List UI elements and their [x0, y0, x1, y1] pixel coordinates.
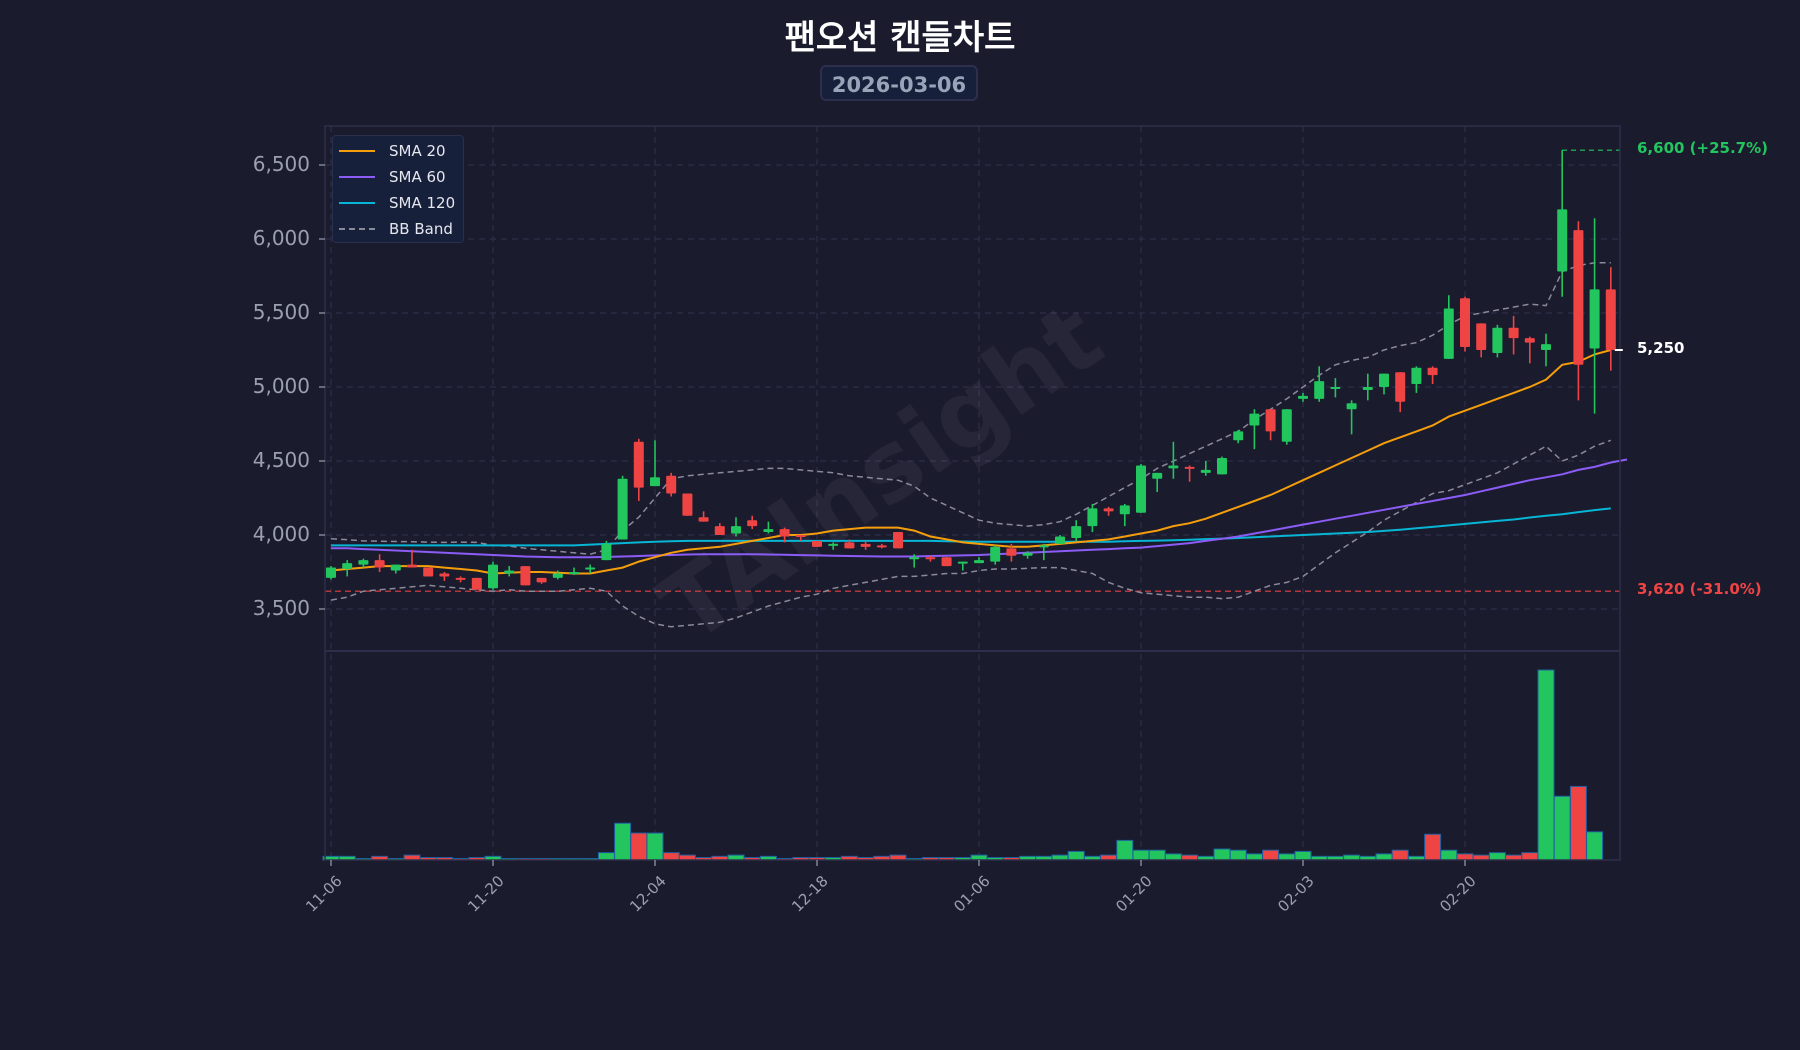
- y-tick-label: 5,500: [252, 300, 310, 324]
- legend: SMA 20 SMA 60 SMA 120 BB Band: [332, 135, 464, 243]
- bollinger-bands: [330, 261, 1612, 628]
- y-tick-label: 6,000: [252, 226, 310, 250]
- y-tick-label: 5,000: [252, 374, 310, 398]
- current-price-label: 5,250: [1637, 339, 1685, 357]
- grid-lines: [325, 126, 1620, 860]
- candles: [326, 150, 1616, 590]
- sma20-swatch: [339, 150, 375, 152]
- legend-item-sma20: SMA 20: [339, 140, 446, 162]
- sma120-swatch: [339, 202, 375, 204]
- date-badge: 2026-03-06: [820, 65, 978, 101]
- legend-label: SMA 20: [389, 142, 446, 160]
- y-tick-label: 6,500: [252, 152, 310, 176]
- legend-label: SMA 120: [389, 194, 456, 212]
- bb-swatch: [339, 228, 375, 230]
- y-tick-label: 3,500: [252, 596, 310, 620]
- legend-item-sma120: SMA 120: [339, 192, 455, 214]
- chart-title: 팬오션 캔들차트: [784, 18, 1016, 58]
- plot-frame: [319, 125, 1623, 866]
- legend-label: BB Band: [389, 220, 453, 238]
- volume-bars: [322, 669, 1604, 861]
- legend-label: SMA 60: [389, 168, 446, 186]
- moving-averages: [330, 349, 1628, 575]
- y-tick-label: 4,500: [252, 448, 310, 472]
- y-tick-label: 4,000: [252, 522, 310, 546]
- sma60-swatch: [339, 176, 375, 178]
- legend-item-bb: BB Band: [339, 218, 453, 240]
- legend-item-sma60: SMA 60: [339, 166, 446, 188]
- high-price-label: 6,600 (+25.7%): [1637, 139, 1768, 157]
- low-price-label: 3,620 (-31.0%): [1637, 580, 1762, 598]
